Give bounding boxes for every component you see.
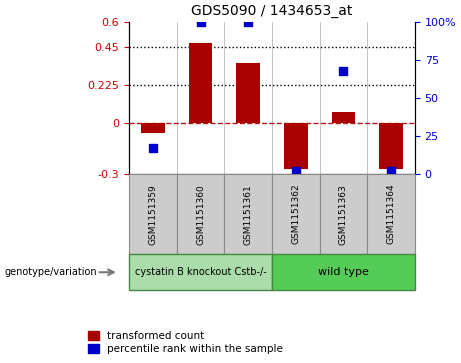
Point [387, 168, 395, 174]
Bar [141, 123, 165, 133]
Bar [379, 123, 403, 169]
Bar [225, 174, 272, 254]
Text: genotype/variation: genotype/variation [5, 267, 97, 277]
Bar [331, 113, 355, 123]
Bar [367, 174, 415, 254]
Bar [272, 174, 319, 254]
Bar [272, 254, 415, 290]
Point [340, 68, 347, 73]
Text: GSM1151361: GSM1151361 [244, 184, 253, 245]
Text: cystatin B knockout Cstb-/-: cystatin B knockout Cstb-/- [135, 267, 266, 277]
Point [244, 19, 252, 25]
Bar [129, 174, 177, 254]
Text: GSM1151364: GSM1151364 [387, 184, 396, 245]
Bar [177, 174, 225, 254]
Bar [236, 63, 260, 123]
Point [197, 19, 204, 25]
Bar [129, 254, 272, 290]
Text: GSM1151359: GSM1151359 [148, 184, 157, 245]
Title: GDS5090 / 1434653_at: GDS5090 / 1434653_at [191, 4, 353, 18]
Point [292, 168, 300, 174]
Legend: transformed count, percentile rank within the sample: transformed count, percentile rank withi… [88, 331, 283, 354]
Bar [319, 174, 367, 254]
Bar [189, 43, 213, 123]
Bar [284, 123, 308, 169]
Point [149, 146, 157, 151]
Text: wild type: wild type [318, 267, 369, 277]
Text: GSM1151362: GSM1151362 [291, 184, 300, 245]
Text: GSM1151360: GSM1151360 [196, 184, 205, 245]
Text: GSM1151363: GSM1151363 [339, 184, 348, 245]
